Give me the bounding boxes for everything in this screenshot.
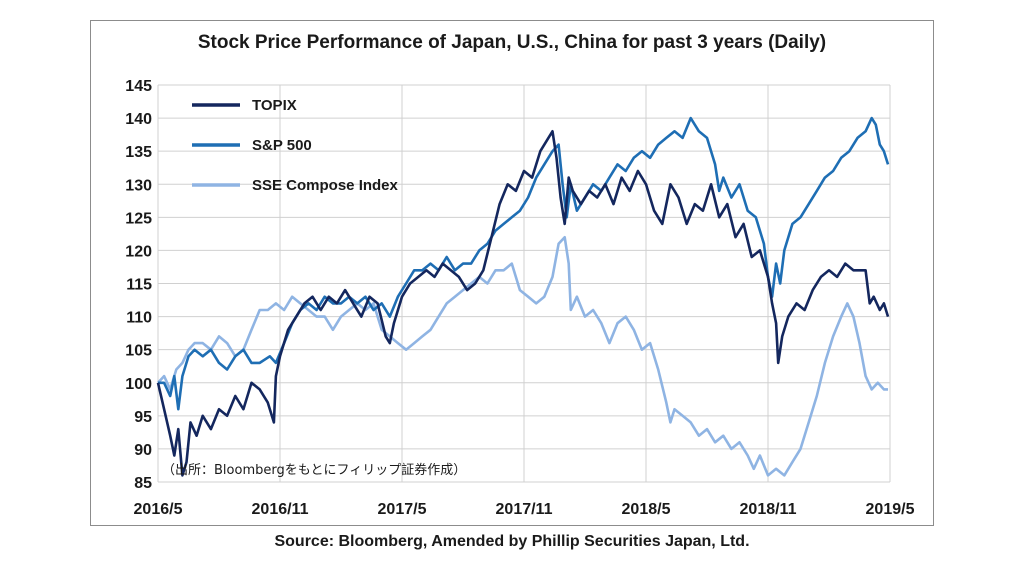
series-line-1 (158, 116, 890, 411)
legend-label-1: S&P 500 (252, 137, 312, 154)
y-tick-label: 85 (134, 475, 152, 492)
y-tick-label: 95 (134, 409, 152, 426)
y-tick-label: 115 (126, 277, 152, 294)
y-tick-label: 100 (125, 376, 152, 393)
y-tick-label: 110 (126, 310, 152, 327)
legend-label-0: TOPIX (252, 97, 297, 114)
chart-annotation: （出所：Bloombergをもとにフィリップ証券作成） (162, 462, 466, 478)
y-tick-label: 135 (125, 144, 152, 161)
y-tick-label: 130 (125, 177, 152, 194)
source-note: Source: Bloomberg, Amended by Phillip Se… (274, 533, 750, 550)
x-tick-label: 2018/5 (622, 501, 671, 518)
y-tick-label: 140 (125, 111, 152, 128)
y-tick-label: 90 (134, 442, 152, 459)
series-line-0 (156, 130, 890, 477)
y-tick-label: 120 (125, 243, 152, 260)
y-tick-label: 145 (125, 78, 152, 95)
x-tick-label: 2017/5 (378, 501, 427, 518)
x-tick-label: 2019/5 (866, 501, 915, 518)
y-tick-label: 105 (125, 343, 152, 360)
x-tick-label: 2016/5 (134, 501, 183, 518)
y-tick-label: 125 (125, 210, 152, 227)
series-line-2 (157, 235, 888, 477)
x-tick-label: 2017/11 (496, 501, 553, 518)
x-tick-label: 2018/11 (740, 501, 797, 518)
legend-label-2: SSE Compose Index (252, 177, 399, 194)
tick-layer: 85 90 95 100 105 110 115 120 125 130 135 140 145 2016… (125, 78, 914, 518)
legend: TOPIX S&P 500 SSE Compose Index (192, 97, 399, 194)
x-tick-label: 2016/11 (252, 501, 309, 518)
series-layer (156, 116, 890, 477)
chart-title: Stock Price Performance of Japan, U.S., … (197, 32, 827, 53)
